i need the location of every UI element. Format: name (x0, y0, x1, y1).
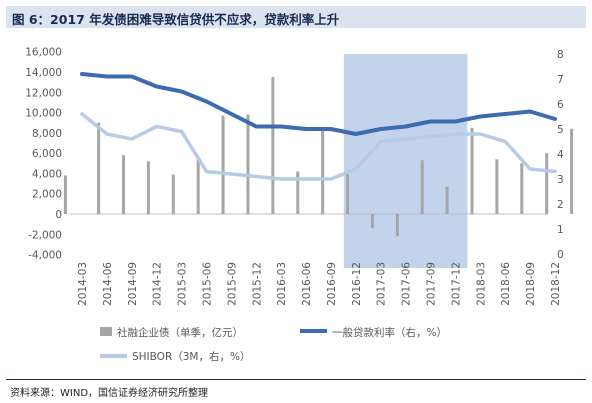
shibor-line (80, 112, 557, 181)
x-tick-2017-09: 2017-09 (426, 262, 438, 306)
x-tick-2015-12: 2015-12 (251, 262, 263, 306)
x-axis-ticks: 2014-03 2014-06 2014-09 2014-12 2015-03 2015-… (77, 262, 562, 306)
loan-rate-line (80, 72, 557, 136)
x-tick-2014-09: 2014-09 (127, 262, 139, 306)
right-tick-8: 8 (557, 49, 564, 61)
left-tick-7: 10,000 (25, 108, 62, 120)
x-tick-2016-03: 2016-03 (276, 262, 288, 306)
x-tick-2016-06: 2016-06 (301, 262, 313, 306)
legend: 社融企业债（单季，亿元） 一般贷款利率（右，%） SHIBOR（3M，右，%） (100, 326, 447, 363)
bar-undefined (570, 128, 574, 214)
x-tick-2015-09: 2015-09 (226, 262, 238, 306)
bar-2017-02 (370, 214, 374, 229)
x-tick-2014-12: 2014-12 (152, 262, 164, 306)
bar-2016-05 (296, 171, 300, 214)
bar-series (63, 77, 574, 237)
bar-2017-08 (420, 160, 424, 214)
left-tick-2: 0 (55, 209, 62, 221)
right-tick-0: 0 (557, 249, 564, 261)
bar-2017-11 (445, 186, 449, 214)
left-tick-9: 14,000 (25, 67, 62, 79)
right-tick-4: 4 (557, 149, 564, 161)
x-tick-2016-12: 2016-12 (351, 262, 363, 306)
bar-2014-08 (121, 155, 125, 214)
right-tick-3: 3 (557, 174, 564, 186)
left-axis-ticks: -4,000 -2,000 0 2,000 4,000 6,000 8,000 10,000 1… (25, 47, 62, 262)
legend-label-shibor: SHIBOR（3M，右，%） (132, 350, 250, 363)
bar-2018-11 (545, 153, 549, 214)
x-tick-2017-06: 2017-06 (401, 262, 413, 306)
bar-2015-08 (221, 115, 225, 214)
source-divider (6, 379, 586, 380)
bar-2014-05 (97, 122, 101, 214)
left-tick-6: 8,000 (32, 128, 62, 140)
right-tick-2: 2 (557, 199, 564, 211)
x-tick-2016-09: 2016-09 (326, 262, 338, 306)
right-tick-6: 6 (557, 99, 564, 111)
bar-2017-05 (395, 214, 399, 237)
x-tick-2015-06: 2015-06 (201, 262, 213, 306)
x-tick-2018-03: 2018-03 (475, 262, 487, 306)
bar-2014-01 (63, 175, 67, 214)
bar-2015-02 (171, 174, 175, 214)
chart: -4,000 -2,000 0 2,000 4,000 6,000 8,000 10,000 1… (25, 47, 574, 363)
left-tick-10: 16,000 (25, 47, 62, 59)
left-tick-8: 12,000 (25, 87, 62, 99)
bar-2016-11 (346, 173, 350, 214)
bar-2018-02 (470, 127, 474, 214)
bar-2016-02 (271, 77, 275, 214)
left-tick-3: 2,000 (32, 189, 62, 201)
legend-swatch-bonds (100, 327, 112, 336)
bar-2016-08 (321, 129, 325, 214)
x-tick-2018-06: 2018-06 (500, 262, 512, 306)
bar-2015-05 (196, 159, 200, 214)
right-tick-7: 7 (557, 74, 564, 86)
left-tick-1: -2,000 (28, 229, 62, 241)
right-axis-ticks: 0 1 2 3 4 5 6 7 8 (557, 49, 564, 261)
bar-2015-11 (246, 114, 250, 214)
x-tick-2018-12: 2018-12 (550, 262, 562, 306)
right-tick-1: 1 (557, 224, 564, 236)
x-tick-2017-03: 2017-03 (376, 262, 388, 306)
legend-label-loan-rate: 一般贷款利率（右，%） (332, 326, 447, 339)
x-tick-2018-09: 2018-09 (525, 262, 537, 306)
x-tick-2014-03: 2014-03 (77, 262, 89, 306)
bar-2018-05 (495, 159, 499, 214)
x-tick-2017-12: 2017-12 (450, 262, 462, 306)
x-tick-2014-06: 2014-06 (102, 262, 114, 306)
right-tick-5: 5 (557, 124, 564, 136)
left-tick-5: 6,000 (32, 148, 62, 160)
left-tick-4: 4,000 (32, 168, 62, 180)
line-series (80, 72, 557, 181)
figure-title-bar: 图 6：2017 年发债困难导致信贷供不应求，贷款利率上升 (6, 6, 586, 28)
legend-label-bonds: 社融企业债（单季，亿元） (117, 326, 243, 339)
x-tick-2015-03: 2015-03 (177, 262, 189, 306)
figure-title: 图 6：2017 年发债困难导致信贷供不应求，贷款利率上升 (12, 12, 340, 27)
left-tick-0: -4,000 (28, 250, 62, 262)
bar-2018-08 (520, 163, 524, 214)
bar-2014-11 (146, 161, 150, 214)
source-note: 资料来源：WIND，国信证券经济研究所整理 (10, 388, 209, 399)
